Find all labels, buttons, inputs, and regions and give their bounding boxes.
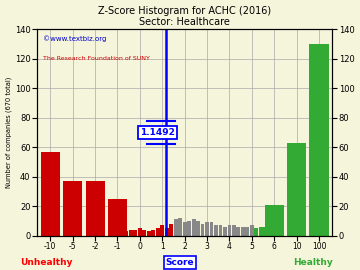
Bar xyxy=(214,225,218,236)
Text: Score: Score xyxy=(166,258,194,267)
Bar xyxy=(41,152,60,236)
Text: Unhealthy: Unhealthy xyxy=(21,258,73,267)
Bar xyxy=(134,230,137,236)
Bar xyxy=(125,231,128,236)
Bar xyxy=(205,222,209,236)
Bar xyxy=(178,218,182,236)
Bar xyxy=(259,227,263,236)
Bar xyxy=(143,230,146,236)
Text: The Research Foundation of SUNY: The Research Foundation of SUNY xyxy=(43,56,150,61)
Bar xyxy=(129,230,133,236)
Bar xyxy=(152,230,155,236)
Title: Z-Score Histogram for ACHC (2016)
Sector: Healthcare: Z-Score Histogram for ACHC (2016) Sector… xyxy=(98,6,271,27)
Bar xyxy=(241,227,245,236)
Bar xyxy=(268,228,272,236)
Bar xyxy=(183,222,186,236)
Bar xyxy=(210,222,213,236)
Bar xyxy=(192,220,195,236)
Bar xyxy=(255,228,258,236)
Bar xyxy=(237,227,240,236)
Bar xyxy=(63,181,82,236)
Bar xyxy=(310,44,329,236)
Bar xyxy=(223,227,227,236)
Bar xyxy=(250,225,254,236)
Bar xyxy=(160,225,164,236)
Y-axis label: Number of companies (670 total): Number of companies (670 total) xyxy=(5,77,12,188)
Text: 1.1492: 1.1492 xyxy=(140,128,175,137)
Bar xyxy=(264,227,267,236)
Bar xyxy=(201,224,204,236)
Bar xyxy=(196,221,200,236)
Bar xyxy=(232,225,236,236)
Bar xyxy=(156,228,160,236)
Bar xyxy=(147,231,151,236)
Bar xyxy=(138,228,142,236)
Bar xyxy=(120,230,124,236)
Bar xyxy=(169,224,173,236)
Bar xyxy=(174,220,177,236)
Bar xyxy=(265,205,284,236)
Bar xyxy=(187,221,191,236)
Bar xyxy=(246,227,249,236)
Text: Healthy: Healthy xyxy=(293,258,333,267)
Text: ©www.textbiz.org: ©www.textbiz.org xyxy=(43,36,106,42)
Bar xyxy=(108,199,127,236)
Bar xyxy=(86,181,104,236)
Bar xyxy=(310,227,329,236)
Bar xyxy=(165,228,168,236)
Bar xyxy=(287,143,306,236)
Bar xyxy=(219,225,222,236)
Bar xyxy=(228,225,231,236)
